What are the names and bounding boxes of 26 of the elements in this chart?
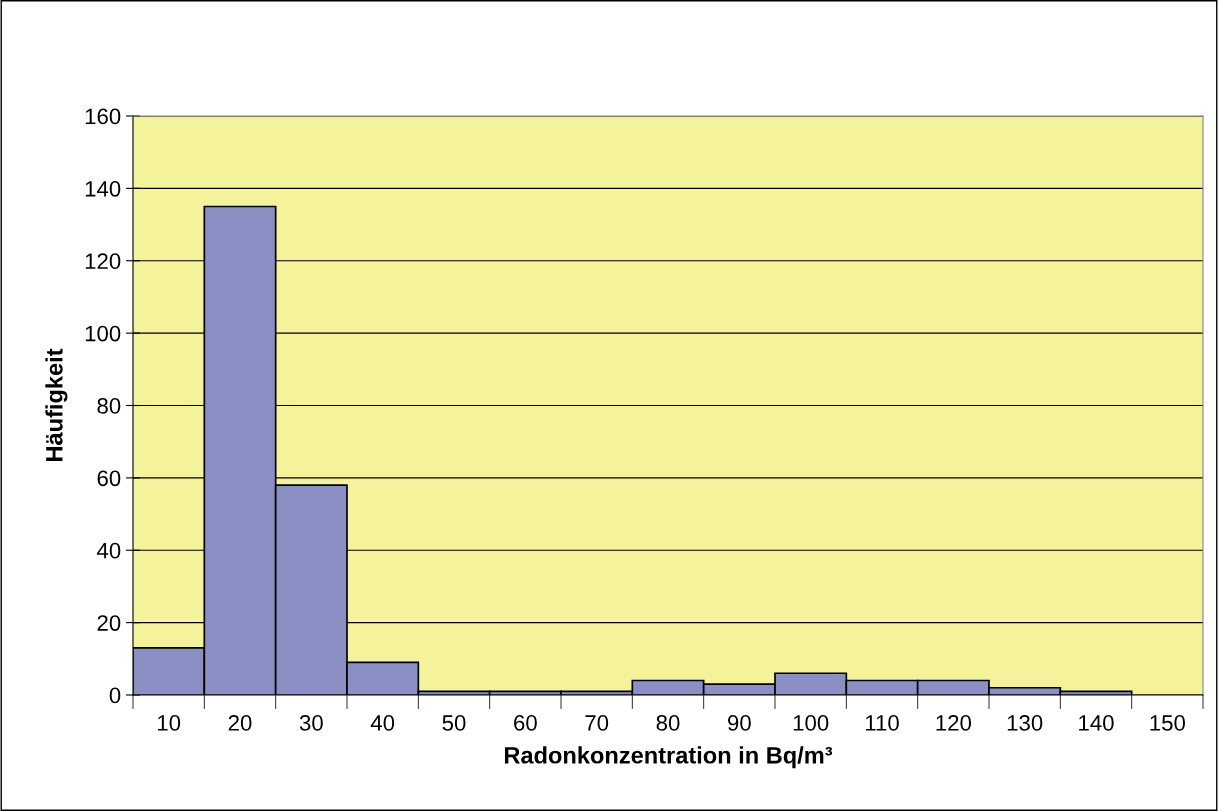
x-tick-label: 80 [656,715,680,731]
x-tick-label: 150 [1150,715,1185,731]
y-tick-label: 80 [97,398,121,414]
y-tick-label: 120 [85,253,121,270]
x-tick-label: 30 [299,715,323,731]
x-tick-label: 40 [370,715,395,731]
y-tick-label: 160 [85,108,121,125]
y-tick-label: 140 [85,180,121,197]
y-tick-label: 0 [109,687,121,704]
x-tick-label: 120 [936,715,971,731]
x-tick-label: 20 [228,715,252,731]
y-tick-label: 20 [97,615,121,631]
x-tick-label: 110 [865,715,899,731]
y-tick-label: 60 [97,470,121,487]
x-tick-label: 90 [728,715,751,731]
x-tick-label: 100 [793,715,829,731]
x-tick-label: 130 [1007,715,1043,731]
y-tick-label: 40 [96,542,121,559]
x-tick-label: 10 [158,715,181,731]
x-tick-label: 50 [442,715,466,731]
x-tick-label: 60 [514,715,537,731]
y-tick-label: 100 [85,325,121,342]
y-axis-title: Häufigkeit [45,348,68,461]
x-tick-label: 140 [1079,715,1114,731]
x-axis-title: Radonkonzentration in Bq/m³ [504,746,833,769]
x-tick-label: 70 [585,715,609,731]
